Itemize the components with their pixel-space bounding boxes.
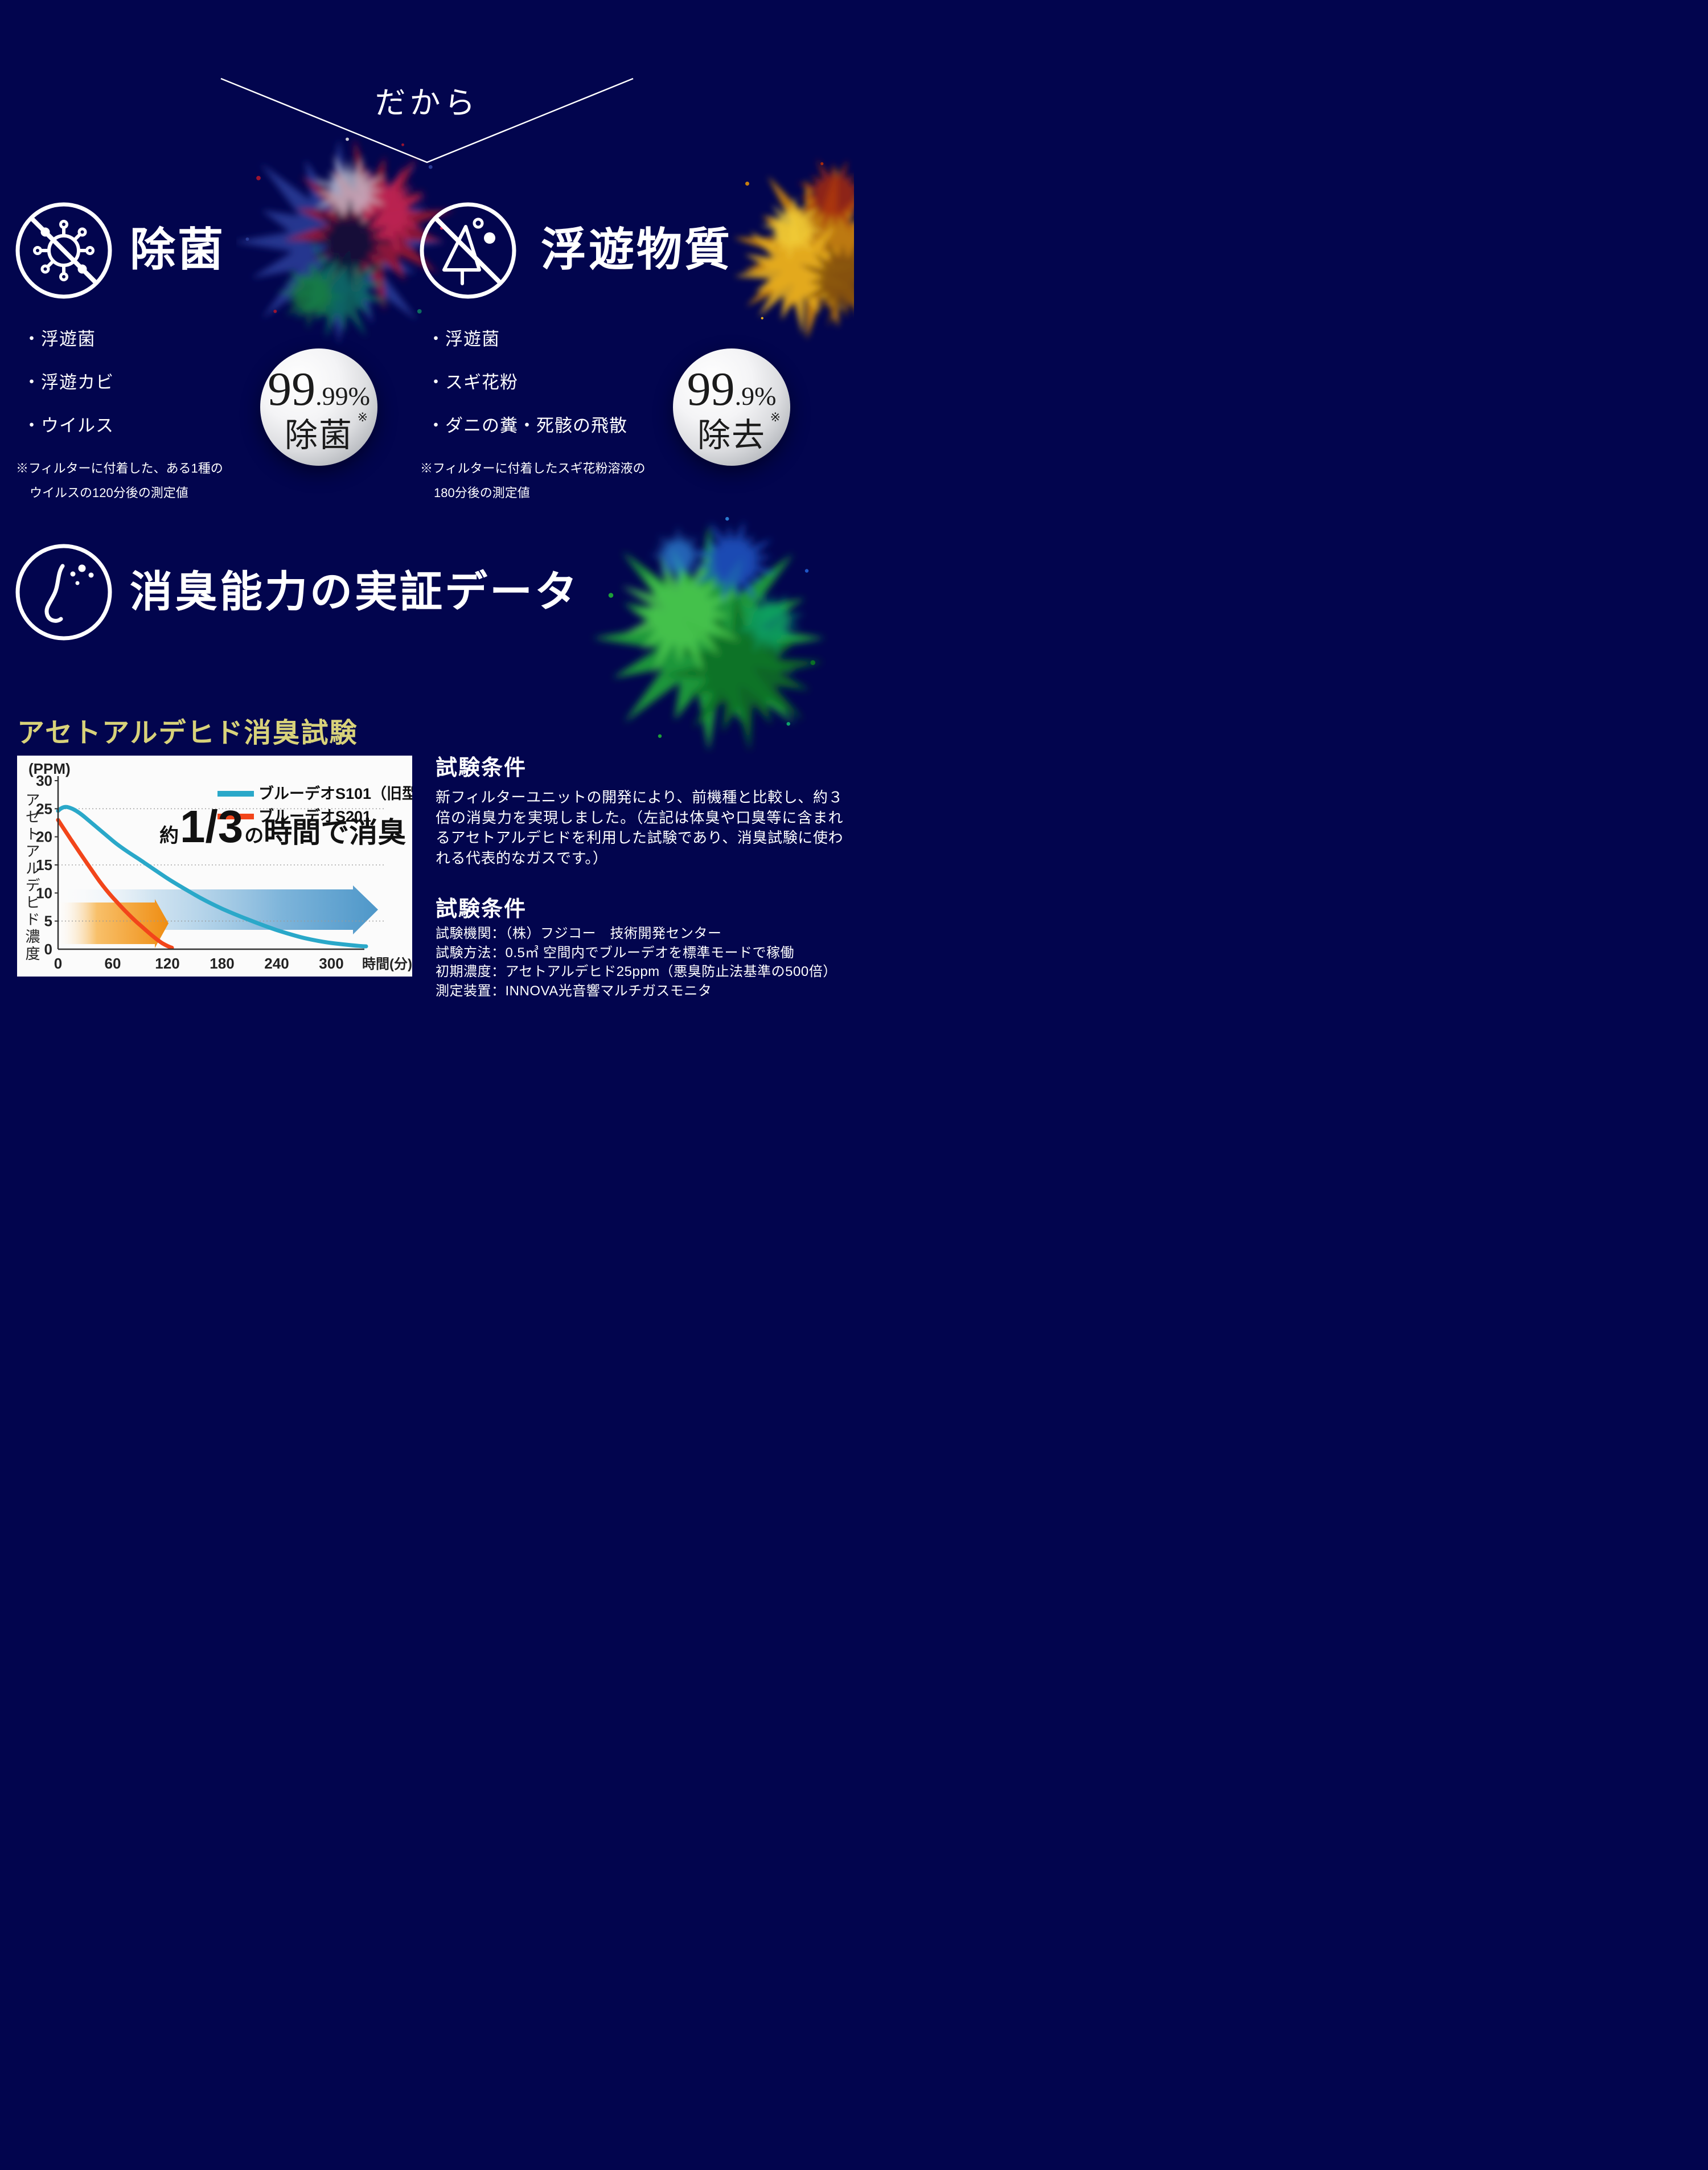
chart-x-tick-label: 240	[264, 955, 289, 972]
paint-burst-gold-image	[717, 154, 854, 353]
floating-footnote: ※フィルターに付着したスギ花粉溶液の 180分後の測定値	[420, 462, 646, 499]
conditions-paragraph: 新フィルターユニットの開発により、前機種と比較し、約３倍の消臭力を実現しました。…	[436, 789, 843, 867]
series-s101-line	[56, 805, 368, 949]
sterilization-bullets: ・浮遊菌 ・浮遊カビ ・ウイルス	[23, 330, 114, 460]
floating-rate-badge: 99.9% 除去 ※	[673, 348, 790, 466]
chart-y-tick-label: 30	[36, 772, 52, 789]
rate-value-small: .99%	[315, 382, 370, 411]
promo-page: だから	[0, 0, 854, 1085]
paint-specks	[745, 162, 824, 319]
conditions-heading: 試験条件	[436, 756, 527, 780]
s201-time-band-arrow	[58, 899, 169, 948]
rate-label: 除去	[697, 417, 766, 454]
bullet-item: ・スギ花粉	[427, 372, 518, 392]
chart-annotation: 約1/3の時間で消臭	[159, 801, 406, 852]
nose-odor-icon	[15, 544, 112, 641]
chart-x-axis-label: 時間(分)	[362, 957, 412, 972]
sterilization-footnote: ※フィルターに付着した、ある1種の ウイルスの120分後の測定値	[16, 462, 223, 499]
condition-item: 初期濃度：アセトアルデヒド25ppm（悪臭防止法基準の500倍）	[436, 964, 837, 979]
series-s201-line	[56, 818, 174, 950]
chart-y-tick-label: 0	[44, 941, 52, 958]
floating-bullets: ・浮遊菌 ・スギ花粉 ・ダニの糞・死骸の飛散	[427, 330, 627, 460]
sterilization-title: 除菌	[130, 225, 225, 276]
axes	[57, 776, 364, 950]
conditions-list: 試験機関：（株）フジコー 技術開発センター 試験方法：0.5㎥ 空間内でブルーデ…	[436, 927, 837, 1003]
footnote-line: ※フィルターに付着したスギ花粉溶液の	[420, 461, 646, 475]
rate-note-mark: ※	[770, 410, 781, 424]
floating-title: 浮遊物質	[541, 225, 732, 276]
y-tick-marks	[55, 780, 58, 922]
chart-x-tick-label: 120	[155, 955, 179, 972]
paint-specks	[608, 516, 816, 738]
chart-y-unit: (PPM)	[28, 760, 71, 777]
legend-label-s201: ブルーデオS201	[258, 807, 371, 825]
y-tick-labels: 0 5 10 15 20 25 30	[36, 772, 52, 958]
bullet-item: ・浮遊菌	[23, 329, 96, 349]
sterilization-rate-badge: 99.99% 除菌 ※	[260, 348, 377, 466]
footnote-line: 180分後の測定値	[434, 486, 530, 500]
conditions-heading-2: 試験条件	[436, 897, 527, 921]
rate-value-small: .9%	[734, 382, 777, 411]
intro-label: だから	[375, 86, 479, 120]
chart-y-tick-label: 5	[44, 913, 52, 930]
legend-label-s101: ブルーデオS101（旧型）	[258, 785, 412, 802]
paint-burst-green-image	[592, 510, 831, 754]
chevron-down-icon	[220, 77, 634, 163]
deodorization-line-chart: 0 5 10 15 20 25 30 0 60 120 180 240 300 …	[28, 760, 433, 972]
virus-prohibited-icon	[15, 202, 112, 299]
chart-y-axis-label: アセトアルデヒド濃度	[23, 792, 40, 963]
pollen-prohibited-icon	[420, 202, 516, 299]
chart-x-tick-label: 60	[105, 955, 121, 972]
footnote-line: ※フィルターに付着した、ある1種の	[16, 461, 223, 475]
chart-y-tick-label: 10	[36, 884, 52, 901]
chart-x-tick-label: 0	[54, 955, 62, 972]
gridlines	[58, 808, 386, 922]
condition-item: 測定装置：INNOVA光音響マルチガスモニタ	[436, 983, 712, 999]
chart-y-tick-label: 20	[36, 828, 52, 846]
chart-y-tick-label: 25	[36, 800, 52, 817]
chart-x-tick-label: 180	[210, 955, 234, 972]
chart-y-tick-label: 15	[36, 856, 52, 873]
footnote-line: ウイルスの120分後の測定値	[30, 486, 188, 500]
deodorization-title: 消臭能力の実証データ	[130, 569, 580, 616]
bullet-item: ・浮遊菌	[427, 329, 500, 349]
chart-legend: ブルーデオS101（旧型） ブルーデオS201	[217, 785, 433, 825]
condition-item: 試験方法：0.5㎥ 空間内でブルーデオを標準モードで稼働	[436, 945, 795, 961]
rate-note-mark: ※	[357, 410, 368, 424]
rate-value-large: 99	[268, 363, 316, 416]
bullet-item: ・ウイルス	[23, 416, 114, 436]
bullet-item: ・浮遊カビ	[23, 372, 114, 392]
rate-label: 除菌	[284, 417, 353, 454]
test-heading: アセトアルデヒド消臭試験	[17, 718, 358, 748]
rate-value-large: 99	[687, 363, 735, 416]
x-tick-labels: 0 60 120 180 240 300	[54, 955, 344, 972]
condition-item: 試験機関：（株）フジコー 技術開発センター	[436, 926, 722, 941]
bullet-item: ・ダニの糞・死骸の飛散	[427, 416, 627, 436]
chart-panel: アセトアルデヒド濃度	[17, 756, 433, 977]
chart-x-tick-label: 300	[319, 955, 343, 972]
